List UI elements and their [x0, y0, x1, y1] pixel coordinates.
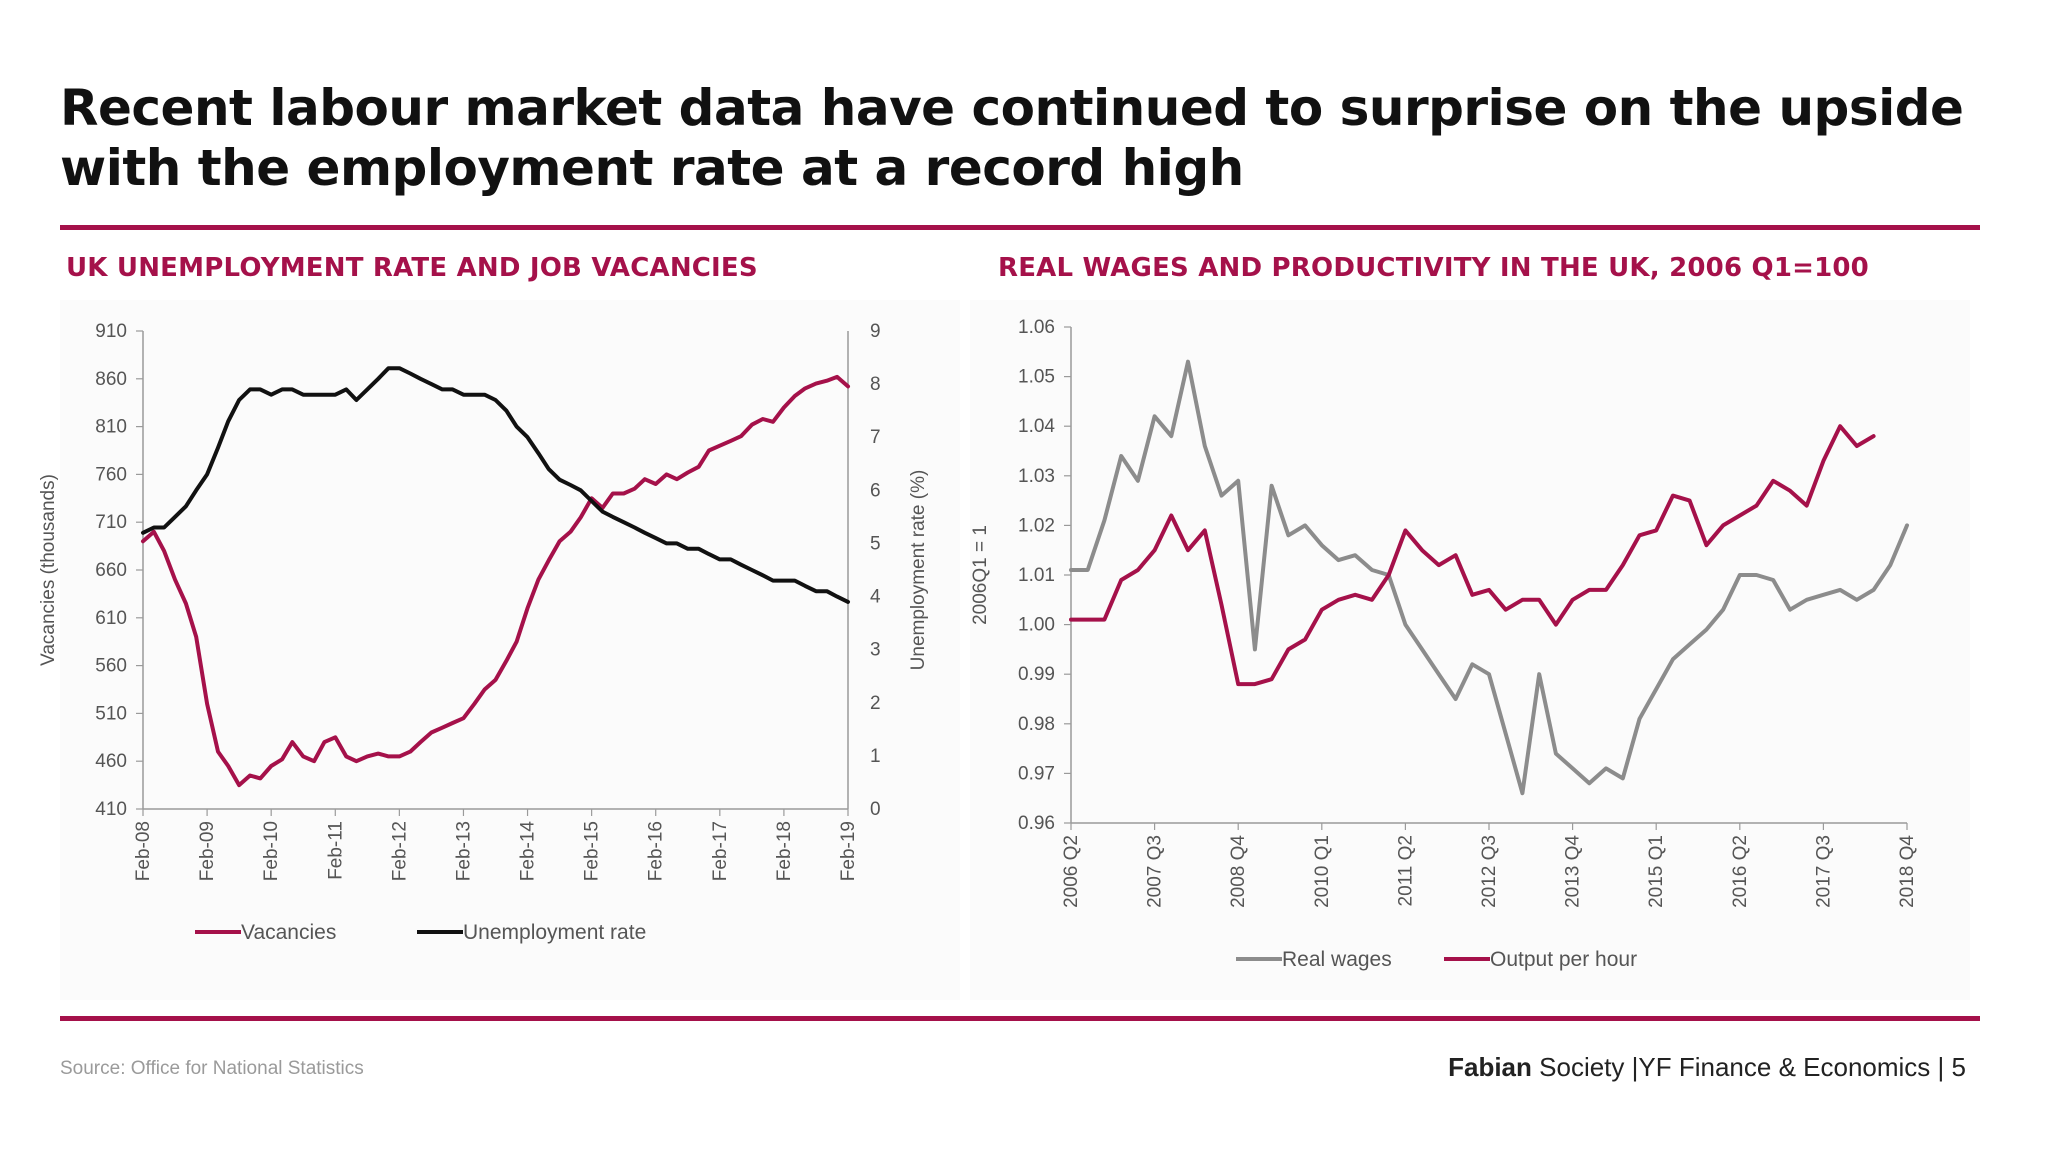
footer-separator: | [1631, 1052, 1639, 1082]
y-tick-label: 1.05 [1018, 367, 1055, 388]
source-note: Source: Office for National Statistics [60, 1058, 364, 1079]
legend-label-output-per-hour: Output per hour [1490, 948, 1637, 971]
x-tick-label: Feb-16 [646, 821, 667, 881]
x-tick-label: Feb-11 [325, 821, 346, 880]
y2-tick-label: 5 [870, 533, 881, 554]
y-tick-label: 510 [95, 703, 127, 724]
series-line-unemployment-rate [141, 366, 850, 604]
y-axis-title: Vacancies (thousands) [38, 474, 59, 666]
y-tick-label: 0.98 [1018, 714, 1055, 735]
y-tick-label: 1.00 [1018, 615, 1055, 636]
y2-tick-label: 9 [870, 321, 881, 342]
series-line-real-wages [1069, 359, 1909, 796]
unemployment-vacancies-chart: 410 460 510 560 610 660 710 760 810 860 910 0 1 2 3 4 5 6… [38, 321, 929, 944]
y-tick-label: 460 [95, 751, 127, 772]
y2-tick-label: 6 [870, 480, 881, 501]
y-tick-label: 1.04 [1018, 416, 1055, 437]
x-tick-label: Feb-08 [133, 821, 154, 881]
y-tick-label: 410 [95, 799, 127, 820]
x-tick-label: Feb-09 [197, 821, 218, 881]
y-tick-label: 710 [95, 512, 127, 533]
y-tick-label: 1.03 [1018, 466, 1055, 487]
x-tick-label: Feb-19 [838, 821, 859, 881]
y2-tick-label: 1 [870, 746, 881, 767]
x-tick-label: 2016 Q2 [1730, 835, 1751, 908]
x-tick-label: 2013 Q4 [1563, 835, 1584, 908]
footer-branding: Fabian Society |YF Finance & Economics |… [1448, 1052, 1966, 1083]
legend-label-real-wages: Real wages [1282, 948, 1392, 971]
wages-productivity-chart: 0.96 0.97 0.98 0.99 1.00 1.01 1.02 1.03 1.04 1.05… [970, 317, 1918, 971]
x-tick-label: 2008 Q4 [1228, 835, 1249, 908]
y-tick-label: 610 [95, 608, 127, 629]
y-tick-label: 910 [95, 321, 127, 342]
y-tick-label: 760 [95, 464, 127, 485]
x-tick-label: Feb-17 [710, 821, 731, 881]
y-tick-label: 660 [95, 560, 127, 581]
y-tick-label: 0.97 [1018, 763, 1055, 784]
footer-separator: | [1937, 1052, 1945, 1082]
footer-org-bold: Fabian [1448, 1052, 1532, 1082]
x-tick-label: Feb-14 [518, 821, 539, 882]
x-tick-label: 2010 Q1 [1312, 835, 1333, 908]
series-line-vacancies [141, 374, 850, 788]
y2-axis-title: Unemployment rate (%) [908, 470, 929, 671]
right-chart-title: REAL WAGES AND PRODUCTIVITY IN THE UK, 2… [998, 253, 1869, 283]
y2-tick-label: 8 [870, 374, 881, 395]
right-chart-panel [970, 300, 1970, 1000]
legend-label-unemployment-rate: Unemployment rate [463, 921, 646, 944]
series-line-output-per-hour [1069, 424, 1876, 687]
y-tick-label: 0.99 [1018, 664, 1055, 685]
top-divider [60, 225, 1980, 230]
y-tick-label: 1.02 [1018, 515, 1055, 536]
y-tick-label: 1.01 [1018, 565, 1055, 586]
y-tick-label: 0.96 [1018, 813, 1055, 834]
x-tick-label: Feb-13 [453, 821, 474, 881]
x-tick-label: Feb-15 [582, 821, 603, 881]
x-tick-label: Feb-10 [261, 821, 282, 881]
x-tick-label: 2007 Q3 [1145, 835, 1166, 908]
x-tick-label: Feb-18 [774, 821, 795, 881]
page-title: Recent labour market data have continued… [60, 79, 1964, 197]
footer-dept: YF Finance & Economics [1638, 1052, 1931, 1082]
footer-org-rest: Society [1539, 1052, 1625, 1082]
y-tick-label: 560 [95, 656, 127, 677]
x-tick-label: Feb-12 [389, 821, 410, 881]
y2-tick-label: 4 [870, 587, 881, 608]
y-tick-label: 810 [95, 417, 127, 438]
y-tick-label: 1.06 [1018, 317, 1055, 338]
page-number: 5 [1951, 1052, 1966, 1082]
y-tick-label: 860 [95, 369, 127, 390]
y2-tick-label: 3 [870, 640, 881, 661]
x-tick-label: 2015 Q1 [1646, 835, 1667, 908]
x-tick-label: 2012 Q3 [1479, 835, 1500, 908]
y2-tick-label: 0 [870, 799, 881, 820]
left-chart-title: UK UNEMPLOYMENT RATE AND JOB VACANCIES [66, 253, 758, 283]
x-tick-label: 2011 Q2 [1395, 835, 1416, 906]
y2-tick-label: 2 [870, 693, 881, 714]
y-axis-title: 2006Q1 = 1 [970, 525, 991, 625]
x-tick-label: 2018 Q4 [1897, 835, 1918, 908]
y2-tick-label: 7 [870, 427, 881, 448]
bottom-divider [60, 1016, 1980, 1021]
legend-label-vacancies: Vacancies [241, 921, 336, 944]
x-tick-label: 2006 Q2 [1061, 835, 1082, 908]
x-tick-label: 2017 Q3 [1813, 835, 1834, 908]
